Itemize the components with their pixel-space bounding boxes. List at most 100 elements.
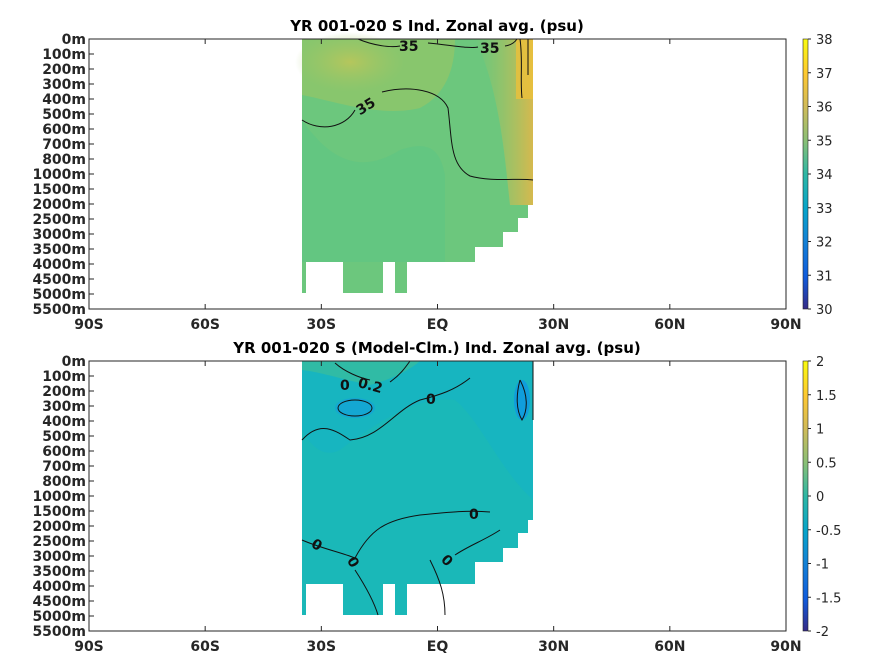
- x-tick-label: 90S: [74, 317, 104, 333]
- y-tick-label: 0m: [62, 32, 86, 48]
- y-axis: 0m100m200m300m400m500m600m700m800m1000m1…: [32, 32, 94, 318]
- x-tick-label: EQ: [427, 639, 449, 655]
- y-tick-label: 2000m: [32, 197, 86, 213]
- colorbar-tick-label: 32: [816, 236, 833, 251]
- colorbar: 38 37 36 35 34 33 32 31 30: [802, 33, 833, 318]
- x-tick-label: 30N: [538, 317, 569, 333]
- y-tick-label: 1500m: [32, 504, 86, 520]
- contour-line: [354, 529, 501, 616]
- contour-line: [516, 379, 527, 421]
- contour-label: 0: [426, 392, 436, 408]
- y-tick-label: 500m: [42, 429, 86, 445]
- y-tick-label: 700m: [42, 137, 86, 153]
- contour-label: 35: [399, 39, 418, 55]
- y-tick-label: 1000m: [32, 167, 86, 183]
- contour-line: [519, 38, 529, 99]
- y-tick-label: 400m: [42, 92, 86, 108]
- x-tick-label: 60S: [190, 639, 220, 655]
- colorbar-tick-label: 38: [816, 33, 833, 48]
- y-tick-label: 200m: [42, 62, 86, 78]
- x-tick-label: 90N: [770, 639, 801, 655]
- colorbar-scale: [802, 360, 809, 632]
- colorbar-tick-label: -2: [816, 625, 829, 640]
- y-tick-label: 3500m: [32, 564, 86, 580]
- x-tick-label: 60N: [654, 639, 685, 655]
- panel-salinity-anomaly: YR 001-020 S (Model-Clm.) Ind. Zonal avg…: [32, 339, 841, 655]
- contour-line: [334, 360, 411, 383]
- salinity-bottom-block-2: [395, 262, 407, 293]
- y-tick-label: 0m: [62, 354, 86, 370]
- panel-salinity: YR 001-020 S Ind. Zonal avg. (psu) 35 35…: [32, 17, 832, 333]
- x-axis: 90S 60S 30S EQ 30N 60N 90N: [74, 39, 802, 333]
- colorbar-tick-label: 37: [816, 67, 833, 82]
- chart-title: YR 001-020 S (Model-Clm.) Ind. Zonal avg…: [232, 339, 641, 357]
- anomaly-positive-surface: [302, 361, 420, 385]
- anomaly-field-upper: [302, 361, 533, 500]
- x-tick-label: 30N: [538, 639, 569, 655]
- y-tick-label: 600m: [42, 444, 86, 460]
- x-tick-label: 60S: [190, 317, 220, 333]
- anomaly-low-east: [514, 380, 530, 420]
- y-tick-label: 4000m: [32, 579, 86, 595]
- contour-label: 0: [469, 507, 479, 523]
- y-tick-label: 400m: [42, 414, 86, 430]
- colorbar-tick-label: 31: [816, 269, 833, 284]
- y-tick-label: 4500m: [32, 594, 86, 610]
- x-tick-label: EQ: [427, 317, 449, 333]
- y-tick-label: 2500m: [32, 534, 86, 550]
- anomaly-bottom-block-2: [395, 584, 407, 615]
- contour-label: 35: [480, 41, 499, 57]
- y-tick-label: 3000m: [32, 227, 86, 243]
- y-tick-label: 500m: [42, 107, 86, 123]
- colorbar-tick-label: 1.5: [816, 389, 837, 404]
- y-tick-label: 5000m: [32, 609, 86, 625]
- y-tick-label: 5500m: [32, 624, 86, 640]
- x-tick-label: 90S: [74, 639, 104, 655]
- y-tick-label: 1000m: [32, 489, 86, 505]
- y-tick-label: 3000m: [32, 549, 86, 565]
- salinity-low-deep: [302, 120, 445, 262]
- y-tick-label: 5500m: [32, 302, 86, 318]
- y-tick-label: 4000m: [32, 257, 86, 273]
- anomaly-bottom-strip: [302, 584, 306, 615]
- x-axis: 90S 60S 30S EQ 30N 60N 90N: [74, 361, 802, 655]
- y-tick-label: 200m: [42, 384, 86, 400]
- colorbar-tick-label: 0: [816, 490, 824, 505]
- colorbar-tick-label: 35: [816, 134, 833, 149]
- anomaly-low-south: [335, 398, 375, 418]
- chart-title: YR 001-020 S Ind. Zonal avg. (psu): [289, 17, 584, 35]
- y-tick-label: 300m: [42, 399, 86, 415]
- x-tick-label: 60N: [654, 317, 685, 333]
- salinity-bottom-strip: [302, 262, 306, 293]
- y-tick-label: 2000m: [32, 519, 86, 535]
- salinity-field: [295, 32, 533, 293]
- colorbar-scale: [802, 38, 809, 310]
- colorbar-tick-label: 2: [816, 355, 824, 370]
- x-tick-label: 90N: [770, 317, 801, 333]
- y-tick-label: 800m: [42, 474, 86, 490]
- y-tick-label: 2500m: [32, 212, 86, 228]
- contour-label: 0: [340, 378, 350, 394]
- colorbar: 2 1.5 1 0.5 0 -0.5 -1 -1.5 -2: [802, 355, 841, 640]
- colorbar-tick-label: 34: [816, 168, 833, 183]
- colorbar-tick-label: 36: [816, 101, 833, 116]
- contour-line: [337, 399, 373, 417]
- colorbar-tick-label: 30: [816, 303, 833, 318]
- y-tick-label: 100m: [42, 369, 86, 385]
- x-tick-label: 30S: [307, 639, 337, 655]
- y-tick-label: 5000m: [32, 287, 86, 303]
- colorbar-tick-label: -1.5: [816, 591, 841, 606]
- colorbar-tick-label: 33: [816, 202, 833, 217]
- salinity-high-south: [295, 32, 405, 92]
- y-axis: 0m100m200m300m400m500m600m700m800m1000m1…: [32, 354, 94, 640]
- colorbar-tick-label: -0.5: [816, 524, 841, 539]
- y-tick-label: 4500m: [32, 272, 86, 288]
- anomaly-field: [302, 361, 533, 615]
- anomaly-contours: [301, 360, 534, 616]
- y-tick-label: 800m: [42, 152, 86, 168]
- salinity-contour-labels: 35 35 35: [354, 39, 500, 119]
- y-tick-label: 1500m: [32, 182, 86, 198]
- y-tick-label: 700m: [42, 459, 86, 475]
- y-tick-label: 600m: [42, 122, 86, 138]
